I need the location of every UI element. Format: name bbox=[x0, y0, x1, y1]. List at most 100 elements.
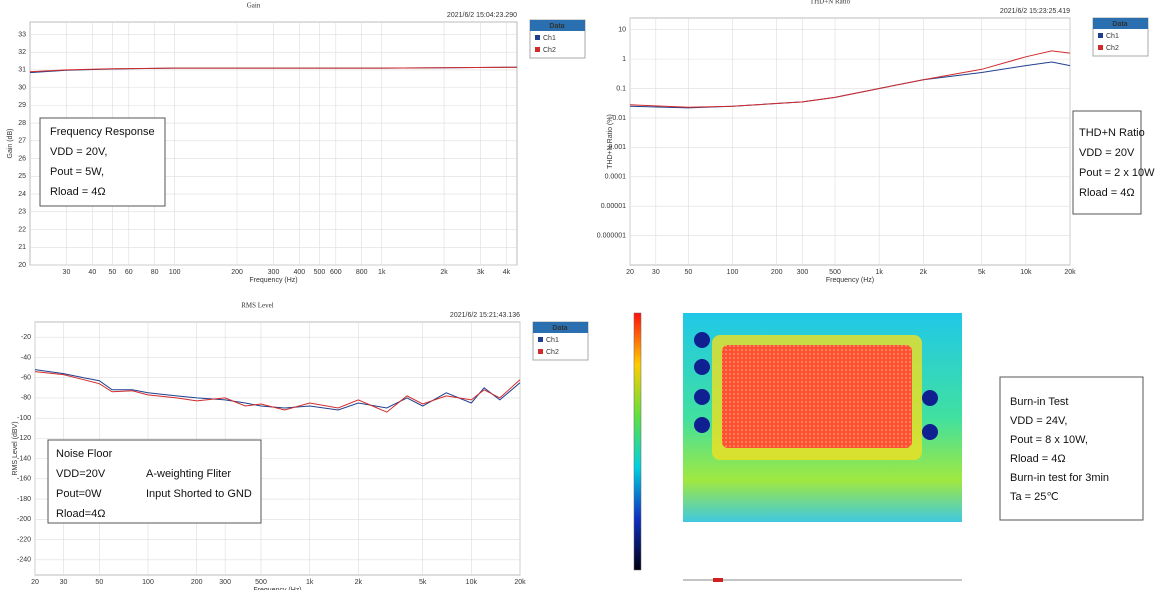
legend-label: Ch2 bbox=[543, 47, 556, 54]
y-axis-label: Gain (dB) bbox=[7, 129, 14, 159]
annotation: Rload = 4Ω bbox=[50, 186, 106, 198]
series-line bbox=[29, 66, 518, 73]
annotation: A-weighting Fliter bbox=[146, 468, 231, 480]
hole bbox=[694, 417, 710, 433]
legend-swatch bbox=[1098, 45, 1103, 50]
x-tick-label: 2k bbox=[440, 269, 448, 276]
x-tick-label: 50 bbox=[108, 269, 116, 276]
x-tick-label: 20 bbox=[31, 579, 39, 586]
x-tick-label: 4k bbox=[503, 269, 511, 276]
chart-title: RMS Level bbox=[241, 302, 274, 310]
annotation: VDD=20V bbox=[56, 468, 106, 480]
legend-title: Data bbox=[549, 23, 564, 30]
y-tick-label: -240 bbox=[17, 557, 31, 564]
y-tick-label: 33 bbox=[18, 31, 26, 38]
y-tick-label: 32 bbox=[18, 49, 26, 56]
x-tick-label: 200 bbox=[771, 269, 783, 276]
x-tick-label: 800 bbox=[356, 269, 368, 276]
x-tick-label: 40 bbox=[88, 269, 96, 276]
x-tick-label: 30 bbox=[652, 269, 660, 276]
y-tick-label: 27 bbox=[18, 138, 26, 145]
annotation-box bbox=[47, 439, 262, 524]
x-tick-label: 20 bbox=[626, 269, 634, 276]
y-tick-label: 30 bbox=[18, 84, 26, 91]
series-line bbox=[34, 371, 521, 413]
y-tick-label: 24 bbox=[18, 191, 26, 198]
x-tick-label: 1k bbox=[378, 269, 386, 276]
y-tick-label: 23 bbox=[18, 209, 26, 216]
x-tick-label: 10k bbox=[466, 579, 478, 586]
legend-swatch bbox=[535, 47, 540, 52]
x-tick-label: 80 bbox=[151, 269, 159, 276]
x-tick-label: 2k bbox=[355, 579, 363, 586]
annotation: VDD = 20V, bbox=[50, 146, 107, 158]
x-tick-label: 30 bbox=[63, 269, 71, 276]
series-line bbox=[629, 50, 1071, 108]
y-tick-label: 20 bbox=[18, 262, 26, 269]
plot-area bbox=[629, 17, 1071, 266]
x-tick-label: 50 bbox=[684, 269, 692, 276]
legend-swatch bbox=[535, 35, 540, 40]
y-tick-label: 29 bbox=[18, 102, 26, 109]
slider-thumb bbox=[713, 578, 723, 582]
hole bbox=[694, 332, 710, 348]
note: Burn-in Test bbox=[1010, 396, 1069, 408]
hole bbox=[922, 424, 938, 440]
x-tick-label: 10k bbox=[1020, 269, 1032, 276]
x-tick-label: 100 bbox=[142, 579, 154, 586]
annotation: Pout=0W bbox=[56, 488, 102, 500]
y-axis-label: THD+N Ratio (%) bbox=[607, 114, 614, 169]
hole bbox=[922, 390, 938, 406]
x-tick-label: 300 bbox=[268, 269, 280, 276]
note: VDD = 24V, bbox=[1010, 415, 1067, 427]
annotation: Noise Floor bbox=[56, 448, 113, 460]
y-tick-label: 31 bbox=[18, 67, 26, 74]
x-tick-label: 500 bbox=[255, 579, 267, 586]
chart-title: THD+N Ratio bbox=[810, 0, 851, 6]
x-tick-label: 5k bbox=[419, 579, 427, 586]
y-tick-label: -80 bbox=[21, 395, 31, 402]
legend-header bbox=[1093, 18, 1148, 29]
y-tick-label: -160 bbox=[17, 476, 31, 483]
x-tick-label: 600 bbox=[330, 269, 342, 276]
x-tick-label: 5k bbox=[978, 269, 986, 276]
timestamp: 2021/6/2 15:23:25.419 bbox=[1000, 8, 1070, 15]
color-scale bbox=[633, 312, 642, 571]
note: Rload = 4Ω bbox=[1010, 453, 1066, 465]
y-tick-label: -20 bbox=[21, 334, 31, 341]
x-tick-label: 20k bbox=[1064, 269, 1076, 276]
y-tick-label: -100 bbox=[17, 415, 31, 422]
legend-label: Ch2 bbox=[1106, 45, 1119, 52]
y-tick-label: 0.0001 bbox=[605, 174, 627, 181]
x-tick-label: 20k bbox=[514, 579, 526, 586]
x-tick-label: 200 bbox=[191, 579, 203, 586]
x-tick-label: 100 bbox=[169, 269, 181, 276]
annotation: Pout = 2 x 10W bbox=[1079, 167, 1155, 179]
y-tick-label: -40 bbox=[21, 354, 31, 361]
x-tick-label: 50 bbox=[95, 579, 103, 586]
legend-swatch bbox=[538, 349, 543, 354]
legend-swatch bbox=[1098, 33, 1103, 38]
annotation: Rload=4Ω bbox=[56, 508, 106, 520]
y-axis-label: RMS Level (dBV) bbox=[12, 421, 19, 475]
x-tick-label: 2k bbox=[920, 269, 928, 276]
timestamp: 2021/6/2 15:21:43.136 bbox=[450, 312, 520, 319]
legend-swatch bbox=[538, 337, 543, 342]
y-tick-label: -180 bbox=[17, 496, 31, 503]
thermal-image bbox=[633, 312, 1144, 582]
x-axis-label: Frequency (Hz) bbox=[253, 587, 301, 590]
legend-title: Data bbox=[1112, 21, 1127, 28]
y-tick-label: 21 bbox=[18, 244, 26, 251]
annotation-box bbox=[1072, 110, 1142, 215]
y-tick-label: 26 bbox=[18, 155, 26, 162]
y-tick-label: 0.1 bbox=[616, 85, 626, 92]
hole bbox=[694, 389, 710, 405]
x-axis-label: Frequency (Hz) bbox=[249, 277, 297, 284]
hot-zone bbox=[722, 345, 912, 448]
y-tick-label: -200 bbox=[17, 516, 31, 523]
annotation: THD+N Ratio bbox=[1079, 127, 1145, 139]
timestamp: 2021/6/2 15:04:23.290 bbox=[447, 12, 517, 19]
legend-label: Ch2 bbox=[546, 349, 559, 356]
annotation: Rload = 4Ω bbox=[1079, 187, 1135, 199]
